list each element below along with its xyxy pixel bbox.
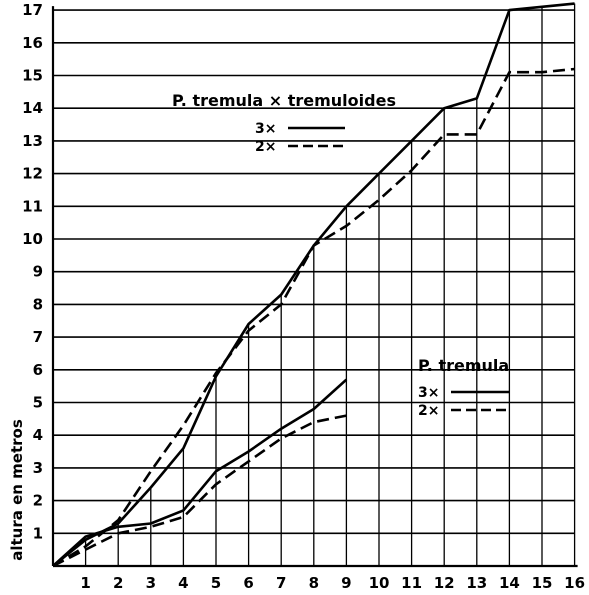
tremula-triploid-line	[52, 378, 348, 567]
x-tick-label: 10	[369, 574, 390, 592]
y-tick-label: 1	[33, 524, 43, 542]
x-tick-label: 15	[532, 574, 553, 592]
y-tick-label: 3	[33, 459, 43, 477]
y-tick-label: 11	[22, 197, 43, 215]
hybrid-diploid-line	[52, 67, 575, 568]
tremula-legend-title: P. tremula	[418, 356, 509, 375]
legends: P. tremula × tremuloides 3× 2× P. tremula 3×…	[172, 91, 509, 419]
x-tick-label: 1	[80, 574, 90, 592]
x-tick-label: 7	[276, 574, 286, 592]
x-tick-label: 14	[499, 574, 520, 592]
tremula-legend-label: 3×	[418, 385, 439, 401]
y-tick-label: 8	[33, 295, 43, 313]
x-tick-label: 3	[146, 574, 156, 592]
x-tick-label: 9	[341, 574, 351, 592]
y-tick-label: 15	[22, 67, 43, 85]
y-tick-label: 13	[22, 132, 43, 150]
x-tick-label: 4	[178, 574, 188, 592]
y-tick-label: 7	[33, 328, 43, 346]
x-tick-label: 11	[401, 574, 422, 592]
y-tick-label: 9	[33, 263, 43, 281]
hybrid-legend-title: P. tremula × tremuloides	[172, 91, 396, 110]
tremula-diploid-line	[52, 414, 347, 568]
x-tick-label: 16	[564, 574, 585, 592]
y-tick-label: 16	[22, 34, 43, 52]
y-tick-label: 2	[33, 492, 43, 510]
x-tick-label: 13	[466, 574, 487, 592]
x-tick-label: 2	[113, 574, 123, 592]
x-tick-label: 12	[434, 574, 455, 592]
x-tick-label: 5	[211, 574, 221, 592]
y-tick-label: 4	[33, 426, 43, 444]
y-tick-label: 10	[22, 230, 43, 248]
hybrid-legend-label: 2×	[255, 139, 276, 155]
y-tick-label: 17	[22, 1, 43, 19]
x-tick-label: 6	[243, 574, 253, 592]
y-tick-label: 6	[33, 361, 43, 379]
y-tick-label: 12	[22, 165, 43, 183]
hybrid-legend-label: 3×	[255, 121, 276, 137]
tremula-legend-label: 2×	[418, 403, 439, 419]
grid	[53, 3, 576, 566]
series-lines	[52, 2, 575, 568]
y-axis-label: altura en metros	[8, 419, 26, 561]
y-tick-label: 5	[33, 394, 43, 412]
y-tick-label: 14	[22, 99, 43, 117]
x-tick-label: 8	[309, 574, 319, 592]
